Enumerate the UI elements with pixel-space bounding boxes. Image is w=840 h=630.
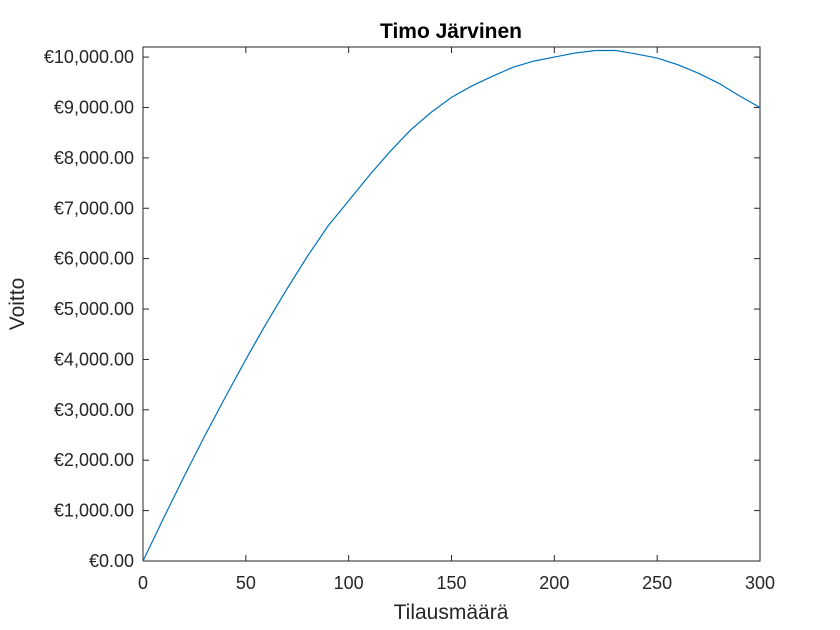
y-tick-label: €3,000.00 <box>54 400 134 420</box>
chart-title: Timo Järvinen <box>380 20 522 43</box>
y-tick-label: €1,000.00 <box>54 501 134 521</box>
series-line <box>142 49 761 562</box>
y-tick-label: €8,000.00 <box>54 148 134 168</box>
y-tick-label: €2,000.00 <box>54 450 134 470</box>
x-tick-label: 200 <box>539 573 569 593</box>
y-tick-label: €4,000.00 <box>54 349 134 369</box>
x-tick-label: 250 <box>642 573 672 593</box>
x-tick-label: 150 <box>436 573 466 593</box>
x-tick-label: 100 <box>334 573 364 593</box>
x-tick-label: 300 <box>745 573 775 593</box>
y-tick-label: €0.00 <box>89 551 134 571</box>
y-tick-label: €10,000.00 <box>44 47 134 67</box>
x-tick-label: 0 <box>138 573 148 593</box>
x-axis-ticks: 0 50 100 150 200 250 300 <box>138 47 775 593</box>
y-tick-label: €5,000.00 <box>54 299 134 319</box>
y-axis-ticks: €0.00 €1,000.00 €2,000.00 €3,000.00 €4,000.0… <box>44 47 760 571</box>
y-axis-label: Voitto <box>6 278 29 331</box>
x-tick-label: 50 <box>236 573 256 593</box>
x-axis-label: Tilausmäärä <box>394 601 509 624</box>
y-tick-label: €7,000.00 <box>54 198 134 218</box>
y-tick-label: €6,000.00 <box>54 249 134 269</box>
y-tick-label: €9,000.00 <box>54 97 134 117</box>
series-layer <box>142 49 761 562</box>
plot-background <box>143 47 760 561</box>
